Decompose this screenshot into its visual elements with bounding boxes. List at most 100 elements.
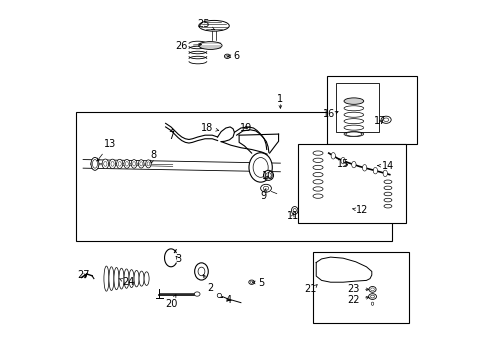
Ellipse shape — [225, 55, 228, 57]
Ellipse shape — [129, 270, 134, 288]
Text: 18: 18 — [200, 123, 218, 133]
Ellipse shape — [380, 116, 390, 123]
Ellipse shape — [131, 159, 137, 168]
Ellipse shape — [102, 159, 108, 169]
Text: 25: 25 — [197, 19, 214, 30]
Ellipse shape — [125, 162, 128, 166]
Ellipse shape — [224, 54, 230, 58]
Ellipse shape — [313, 206, 318, 213]
Ellipse shape — [194, 292, 200, 296]
Ellipse shape — [92, 159, 97, 168]
Ellipse shape — [312, 158, 323, 162]
Ellipse shape — [312, 180, 323, 184]
Ellipse shape — [145, 160, 151, 168]
Ellipse shape — [349, 207, 354, 211]
Text: 15: 15 — [336, 159, 348, 169]
Ellipse shape — [117, 159, 122, 168]
Bar — [76, 112, 391, 241]
Ellipse shape — [370, 288, 373, 291]
Ellipse shape — [344, 98, 363, 104]
Text: 17: 17 — [373, 116, 386, 126]
Ellipse shape — [312, 187, 323, 191]
Ellipse shape — [91, 157, 99, 170]
Ellipse shape — [114, 267, 119, 290]
Ellipse shape — [132, 162, 135, 166]
Ellipse shape — [111, 162, 114, 166]
Ellipse shape — [118, 162, 121, 166]
Ellipse shape — [248, 280, 254, 284]
Text: 9: 9 — [260, 188, 266, 201]
Text: 2: 2 — [203, 275, 213, 293]
Ellipse shape — [198, 267, 204, 276]
Ellipse shape — [362, 165, 366, 171]
Ellipse shape — [263, 186, 268, 190]
Ellipse shape — [370, 302, 373, 305]
Ellipse shape — [312, 151, 323, 155]
Ellipse shape — [217, 293, 221, 298]
Ellipse shape — [140, 162, 142, 166]
Text: 7: 7 — [167, 129, 174, 141]
Ellipse shape — [198, 21, 229, 31]
Ellipse shape — [382, 170, 386, 177]
Ellipse shape — [124, 269, 129, 288]
Ellipse shape — [138, 160, 143, 168]
Ellipse shape — [346, 205, 357, 213]
Ellipse shape — [383, 186, 391, 190]
Ellipse shape — [119, 268, 124, 289]
Ellipse shape — [265, 173, 271, 178]
Text: 27: 27 — [78, 270, 90, 280]
Ellipse shape — [292, 208, 296, 212]
Ellipse shape — [139, 271, 144, 286]
Ellipse shape — [291, 207, 297, 215]
Text: 5: 5 — [252, 278, 264, 288]
Text: 11: 11 — [286, 211, 299, 221]
Ellipse shape — [383, 192, 391, 196]
Ellipse shape — [109, 159, 116, 168]
Ellipse shape — [144, 272, 149, 285]
Text: 1: 1 — [277, 94, 283, 104]
Bar — [312, 252, 408, 323]
Text: 6: 6 — [227, 51, 239, 61]
Bar — [335, 83, 378, 132]
Text: 4: 4 — [225, 295, 231, 305]
Ellipse shape — [383, 198, 391, 202]
Text: 8: 8 — [150, 150, 156, 163]
Bar — [298, 144, 405, 223]
Text: 10: 10 — [261, 171, 273, 181]
Ellipse shape — [312, 165, 323, 170]
Ellipse shape — [345, 132, 361, 136]
Ellipse shape — [312, 194, 323, 198]
Ellipse shape — [109, 267, 114, 291]
Text: 23: 23 — [347, 284, 368, 294]
Bar — [326, 76, 416, 144]
Ellipse shape — [260, 184, 271, 192]
Ellipse shape — [198, 41, 222, 49]
Text: 26: 26 — [175, 41, 201, 50]
Ellipse shape — [368, 287, 375, 292]
Ellipse shape — [104, 266, 109, 291]
Text: 16: 16 — [322, 109, 334, 119]
Ellipse shape — [314, 208, 317, 211]
Ellipse shape — [383, 180, 391, 184]
Ellipse shape — [312, 172, 323, 177]
Ellipse shape — [368, 294, 376, 300]
Text: 3: 3 — [175, 254, 181, 264]
Ellipse shape — [383, 118, 388, 122]
Text: 13: 13 — [97, 139, 116, 161]
Ellipse shape — [134, 270, 139, 287]
Ellipse shape — [147, 162, 149, 166]
Ellipse shape — [253, 158, 267, 177]
Text: 12: 12 — [352, 206, 367, 216]
Ellipse shape — [372, 167, 377, 174]
Ellipse shape — [330, 153, 335, 159]
Text: 24: 24 — [119, 277, 134, 287]
Ellipse shape — [370, 295, 374, 298]
Ellipse shape — [383, 204, 391, 208]
Text: 20: 20 — [164, 295, 177, 309]
Text: 21: 21 — [304, 284, 316, 294]
Ellipse shape — [351, 161, 355, 168]
Ellipse shape — [340, 157, 345, 164]
Ellipse shape — [194, 263, 208, 280]
Ellipse shape — [123, 159, 130, 168]
Text: 19: 19 — [240, 123, 252, 133]
